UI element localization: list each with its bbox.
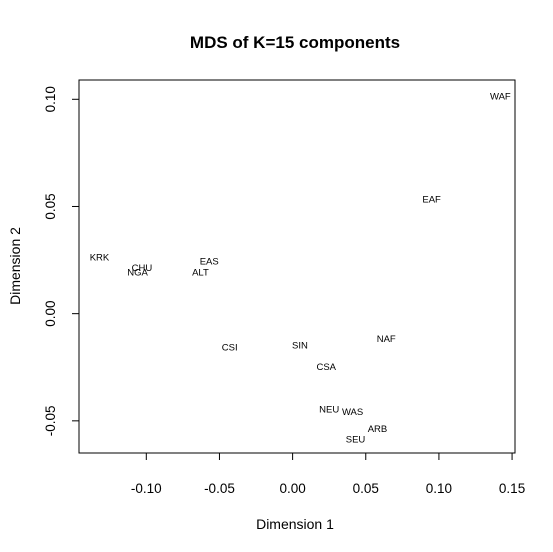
point-label-nga: NGA xyxy=(127,267,148,278)
y-axis-label: Dimension 2 xyxy=(7,227,23,305)
point-label-was: WAS xyxy=(342,407,363,418)
y-tick-label: 0.05 xyxy=(43,193,58,219)
chart-title: MDS of K=15 components xyxy=(190,33,400,52)
point-label-waf: WAF xyxy=(490,92,511,103)
point-label-chu: CHU xyxy=(132,263,153,274)
x-axis-label: Dimension 1 xyxy=(256,516,334,532)
plot-frame xyxy=(78,79,516,454)
x-tick-label: 0.10 xyxy=(426,481,452,496)
point-label-csi: CSI xyxy=(222,342,238,353)
point-label-naf: NAF xyxy=(377,334,396,345)
y-axis: -0.05 0.00 0.05 0.10 xyxy=(43,86,79,436)
x-tick-label: 0.00 xyxy=(279,481,305,496)
x-tick-label: 0.15 xyxy=(499,481,525,496)
y-tick-label: -0.05 xyxy=(43,405,58,436)
point-label-alt: ALT xyxy=(192,267,209,278)
x-axis: -0.10 -0.05 0.00 0.05 0.10 0.15 xyxy=(131,453,525,496)
point-label-csa: CSA xyxy=(316,362,336,373)
point-label-seu: SEU xyxy=(346,435,366,446)
point-label-arb: ARB xyxy=(368,424,388,435)
y-tick-label: 0.00 xyxy=(43,301,58,327)
y-tick-label: 0.10 xyxy=(43,86,58,112)
point-label-krk: KRK xyxy=(90,252,110,263)
x-tick-label: -0.05 xyxy=(204,481,235,496)
x-tick-label: -0.10 xyxy=(131,481,162,496)
point-label-neu: NEU xyxy=(319,405,339,416)
x-tick-label: 0.05 xyxy=(353,481,379,496)
point-label-eas: EAS xyxy=(200,257,219,268)
point-label-eaf: EAF xyxy=(422,195,441,206)
point-label-sin: SIN xyxy=(292,340,308,351)
